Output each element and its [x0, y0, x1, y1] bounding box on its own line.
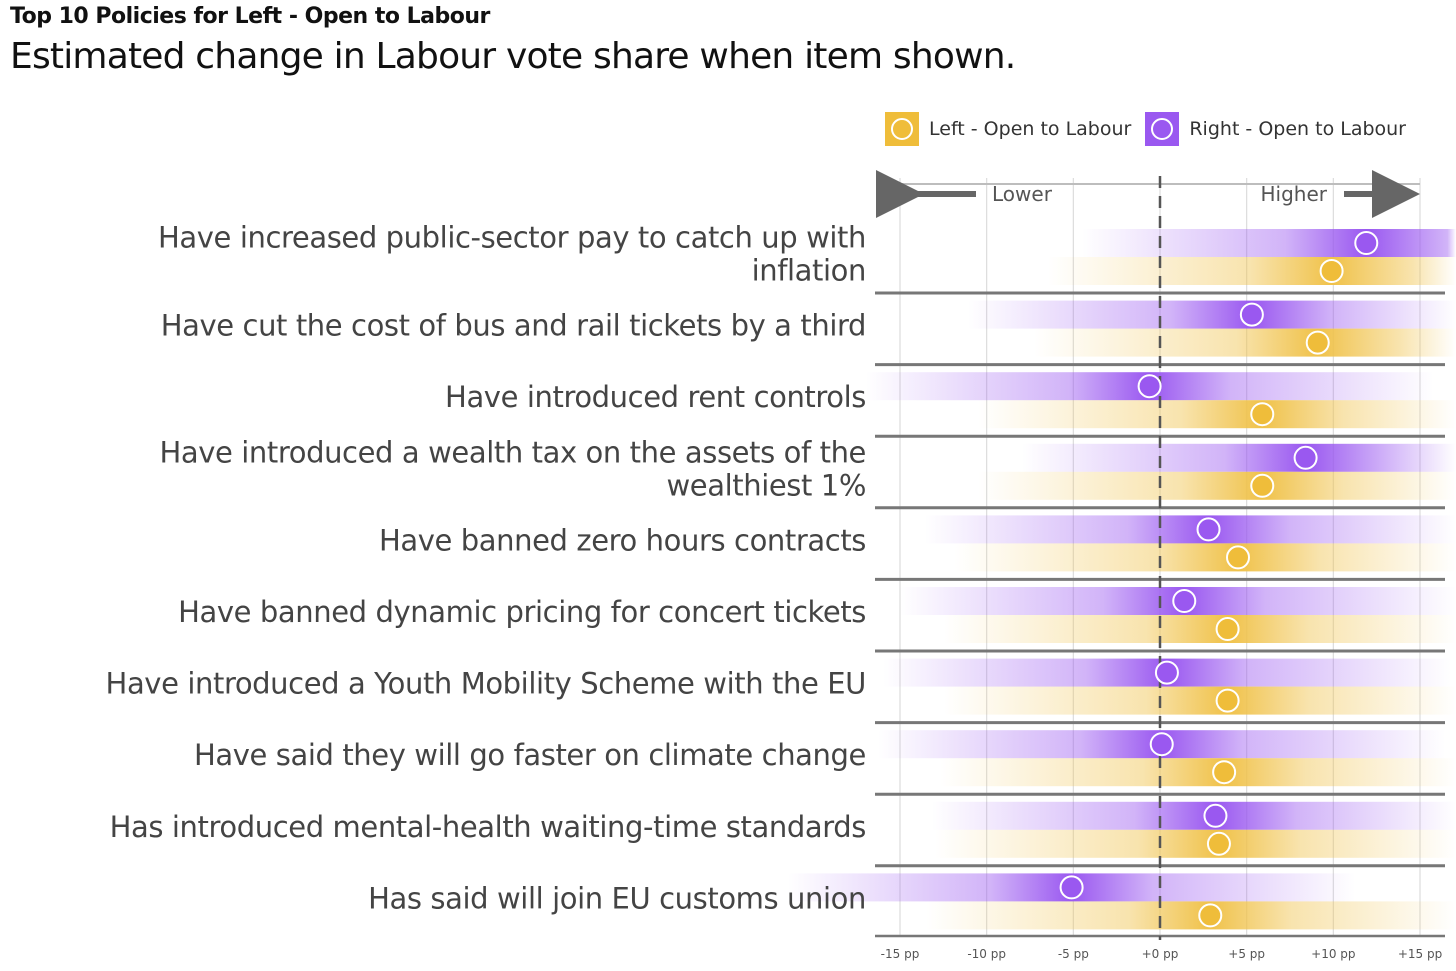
band-right	[760, 300, 1456, 329]
legend-item-right: Right - Open to Labour	[1145, 112, 1406, 146]
legend: Left - Open to Labour Right - Open to La…	[885, 112, 1406, 146]
category-label: Have cut the cost of bus and rail ticket…	[161, 309, 866, 343]
point-left	[1215, 688, 1240, 713]
band-right	[760, 873, 1456, 902]
point-right	[1137, 374, 1162, 399]
point-left	[1206, 831, 1231, 856]
category-label: Have introduced a Youth Mobility Scheme …	[106, 667, 866, 701]
category-label: Have introduced a wealth tax on the asse…	[159, 435, 866, 502]
legend-swatch-left	[885, 112, 919, 146]
category-label: Have said they will go faster on climate…	[194, 738, 866, 772]
category-label: Have banned dynamic pricing for concert …	[178, 595, 866, 629]
higher-label: Higher	[1261, 182, 1328, 206]
category-label: Have banned zero hours contracts	[379, 523, 866, 557]
x-tick-label: -5 pp	[1058, 947, 1089, 961]
band-right	[760, 443, 1456, 472]
point-right	[1172, 589, 1197, 613]
band-right	[760, 658, 1456, 687]
x-tick-label: +5 pp	[1228, 947, 1265, 961]
point-right	[1239, 302, 1264, 327]
band-left	[760, 615, 1456, 643]
category-label: Has introduced mental-health waiting-tim…	[110, 810, 866, 844]
category-label: Have introduced rent controls	[445, 380, 866, 414]
point-right	[1354, 231, 1379, 255]
point-right	[1293, 445, 1318, 470]
band-left	[760, 400, 1456, 429]
band-right	[760, 229, 1456, 257]
point-right	[1203, 803, 1228, 828]
x-tick-label: +0 pp	[1142, 947, 1179, 961]
band-left	[760, 829, 1456, 858]
point-left	[1250, 402, 1275, 427]
band-left	[760, 328, 1456, 357]
band-left	[760, 901, 1456, 930]
point-left	[1226, 545, 1250, 570]
band-right	[760, 801, 1456, 830]
band-right	[760, 515, 1456, 544]
legend-swatch-right	[1145, 112, 1180, 146]
chart-subtitle: Estimated change in Labour vote share wh…	[10, 36, 1016, 77]
point-right	[1154, 660, 1179, 685]
chart-title: Top 10 Policies for Left - Open to Labou…	[10, 4, 490, 29]
legend-label-left: Left - Open to Labour	[929, 118, 1132, 140]
band-left	[760, 758, 1456, 787]
legend-item-left: Left - Open to Labour	[885, 112, 1131, 146]
category-label: Has said will join EU customs union	[368, 881, 866, 915]
x-tick-label: +15 pp	[1398, 947, 1442, 961]
category-label: Have increased public-sector pay to catc…	[158, 221, 866, 288]
point-left	[1215, 617, 1240, 641]
band-right	[760, 372, 1456, 401]
legend-label-right: Right - Open to Labour	[1189, 118, 1406, 140]
point-left	[1198, 903, 1223, 928]
x-tick-label: -15 pp	[881, 947, 920, 961]
band-right	[760, 587, 1456, 615]
point-left	[1319, 259, 1344, 283]
point-left	[1305, 330, 1330, 355]
point-right	[1196, 517, 1221, 542]
band-right	[760, 730, 1456, 759]
x-tick-label: +10 pp	[1311, 947, 1355, 961]
point-left	[1250, 473, 1275, 498]
point-left	[1212, 760, 1237, 785]
band-left	[760, 471, 1456, 500]
point-right	[1059, 875, 1084, 900]
band-left	[760, 543, 1456, 572]
band-left	[760, 686, 1456, 715]
x-tick-label: -10 pp	[967, 947, 1006, 961]
point-right	[1149, 732, 1174, 757]
lower-label: Lower	[992, 182, 1053, 206]
